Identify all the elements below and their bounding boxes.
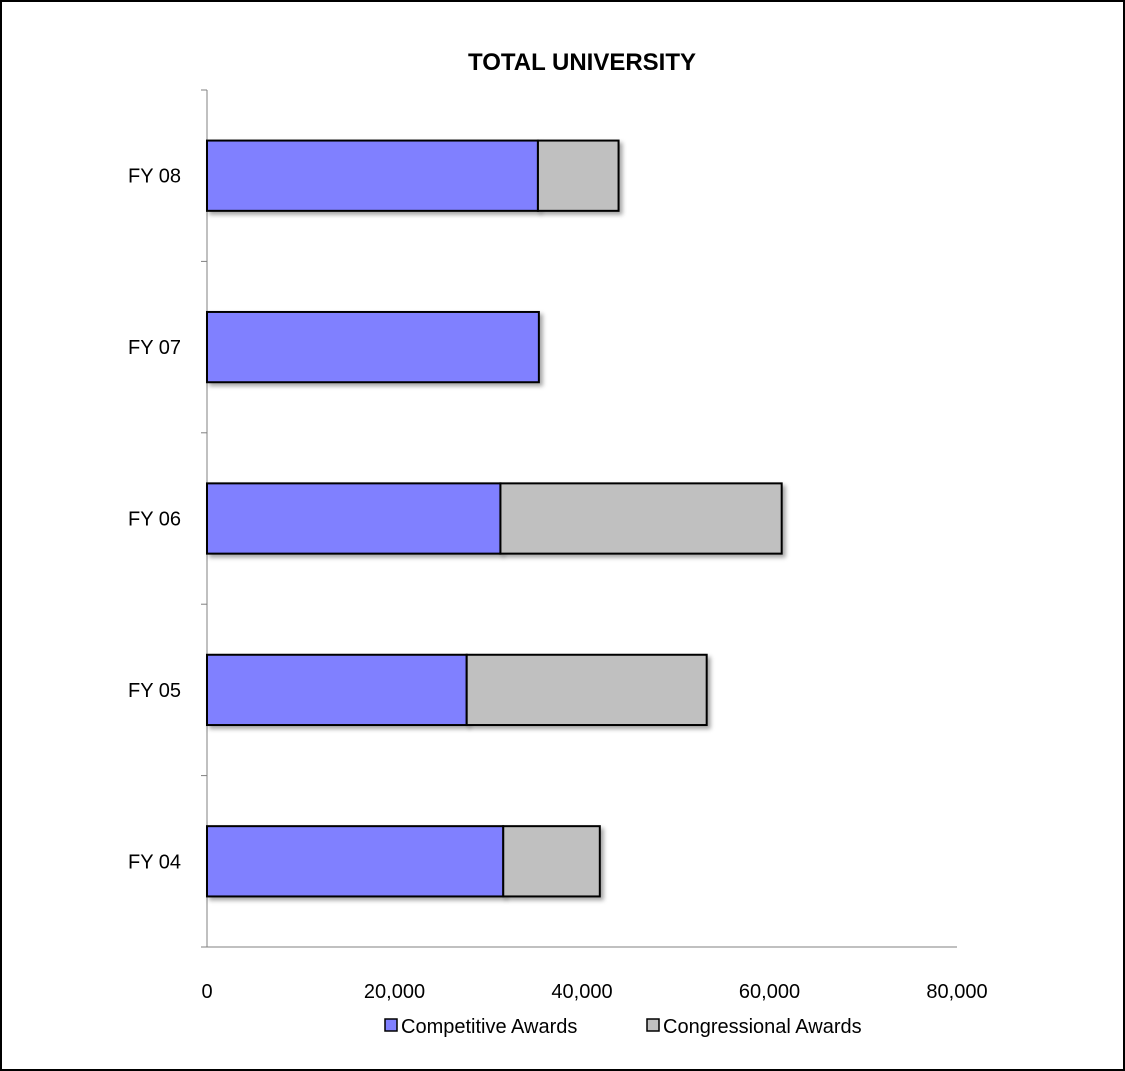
x-tick-label: 80,000: [926, 981, 987, 1003]
y-tick-label: FY 05: [128, 680, 181, 702]
bars: [206, 139, 783, 898]
x-tick-label: 0: [201, 981, 212, 1003]
bar-segment-congressional: [499, 482, 783, 555]
bar-segment-competitive: [206, 310, 540, 384]
legend: Competitive Awards Congressional Awards: [384, 1016, 862, 1038]
bar-segment-competitive: [206, 653, 468, 727]
legend-label: Competitive Awards: [401, 1016, 577, 1038]
legend-swatch: [646, 1018, 660, 1032]
x-tick-label: 40,000: [551, 981, 612, 1003]
chart-title: TOTAL UNIVERSITY: [468, 49, 696, 76]
y-tick-label: FY 08: [128, 166, 181, 188]
y-tick-label: FY 07: [128, 337, 181, 359]
bar-segment-congressional: [536, 139, 620, 212]
y-tick-label: FY 04: [128, 851, 181, 873]
x-tick-label: 20,000: [364, 981, 425, 1003]
legend-swatch: [384, 1018, 398, 1032]
bar-segment-congressional: [465, 653, 708, 727]
x-tick-labels: 0 20,000 40,000 60,000 80,000: [201, 981, 987, 1003]
bar-segment-congressional: [502, 825, 601, 898]
y-tick-labels: FY 08 FY 07 FY 06 FY 05 FY 04: [128, 166, 181, 874]
x-tick-label: 60,000: [739, 981, 800, 1003]
bar-segment-competitive: [206, 139, 539, 212]
bar-segment-competitive: [206, 825, 505, 898]
y-tick-label: FY 06: [128, 509, 181, 531]
legend-label: Congressional Awards: [663, 1016, 862, 1038]
bar-segment-competitive: [206, 482, 502, 555]
